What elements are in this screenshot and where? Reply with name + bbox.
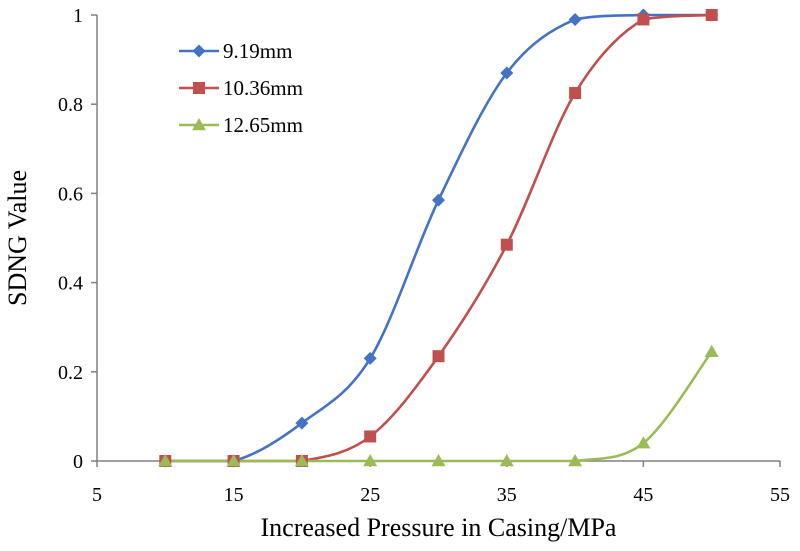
x-tick-label: 5 bbox=[92, 484, 102, 506]
data-point-10.36mm-45 bbox=[637, 13, 650, 26]
data-point-10.36mm-35 bbox=[500, 238, 513, 251]
data-point-9.19mm-35 bbox=[500, 66, 514, 80]
legend-marker bbox=[192, 118, 206, 131]
data-point-10.36mm-40 bbox=[569, 87, 582, 100]
x-tick-label: 25 bbox=[360, 484, 380, 506]
legend-marker bbox=[192, 44, 206, 58]
x-axis-title: Increased Pressure in Casing/MPa bbox=[261, 513, 617, 542]
data-point-10.36mm-50 bbox=[705, 9, 718, 21]
data-point-12.65mm-35 bbox=[499, 454, 514, 467]
data-point-9.19mm-25 bbox=[363, 351, 377, 365]
x-tick-label: 15 bbox=[224, 484, 244, 506]
y-tick-label: 0.4 bbox=[58, 273, 83, 295]
data-point-12.65mm-40 bbox=[568, 454, 583, 467]
legend-label: 12.65mm bbox=[223, 113, 303, 137]
data-point-12.65mm-10 bbox=[158, 454, 173, 467]
legend-marker bbox=[193, 82, 205, 94]
y-axis-title: SDNG Value bbox=[3, 170, 32, 306]
y-tick-label: 0 bbox=[73, 451, 83, 473]
y-tick-label: 1 bbox=[73, 5, 83, 27]
data-point-9.19mm-20 bbox=[295, 416, 309, 430]
y-tick-label: 0.8 bbox=[58, 94, 83, 116]
data-point-10.36mm-30 bbox=[432, 350, 445, 363]
x-tick-label: 35 bbox=[497, 484, 517, 506]
legend-label: 9.19mm bbox=[223, 39, 292, 63]
data-point-12.65mm-25 bbox=[363, 454, 378, 467]
data-point-10.36mm-25 bbox=[364, 430, 377, 443]
data-point-12.65mm-30 bbox=[431, 454, 446, 467]
axes: 5 15 25 35 45 55 0 0.2 0.4 0.6 0.8 1 bbox=[58, 5, 790, 506]
legend-label: 10.36mm bbox=[223, 76, 303, 100]
legend: 9.19mm 10.36mm 12.65mm bbox=[179, 39, 303, 137]
data-point-9.19mm-40 bbox=[568, 12, 582, 26]
data-point-12.65mm-45 bbox=[636, 436, 651, 449]
data-point-12.65mm-50 bbox=[704, 344, 719, 357]
data-point-9.19mm-30 bbox=[432, 193, 445, 207]
data-point-12.65mm-20 bbox=[294, 454, 309, 467]
data-point-12.65mm-15 bbox=[226, 454, 241, 467]
x-tick-label: 55 bbox=[770, 484, 790, 506]
x-tick-label: 45 bbox=[633, 484, 653, 506]
y-tick-label: 0.6 bbox=[58, 183, 83, 205]
series-markers bbox=[158, 8, 719, 468]
y-tick-label: 0.2 bbox=[58, 362, 83, 384]
series-line-12.65mm bbox=[165, 350, 713, 463]
